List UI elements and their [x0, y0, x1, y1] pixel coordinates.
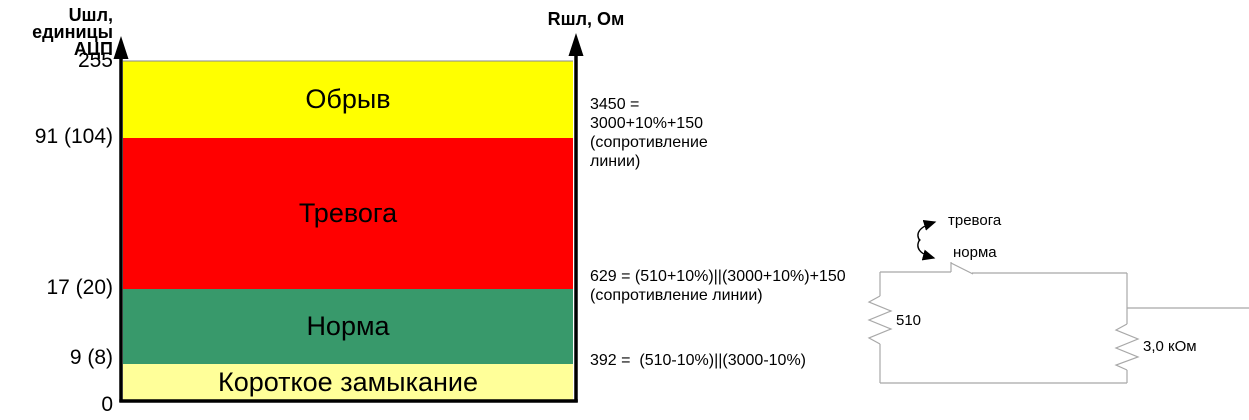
tick-91-104: 91 (104) — [34, 125, 113, 148]
zone-short-circuit-label: Короткое замыкание — [218, 366, 478, 397]
tick-255: 255 — [77, 49, 113, 72]
zone-obryv-label: Обрыв — [305, 84, 391, 114]
annotation-3450: 3450 = 3000+10%+150 (сопротивление линии… — [590, 96, 708, 170]
u-axis-arrow-icon — [113, 36, 129, 59]
tick-9-8: 9 (8) — [69, 346, 113, 369]
annotation-392: 392 = (510-10%)||(3000-10%) — [590, 352, 806, 369]
zone-trevoga-label: Тревога — [298, 198, 398, 228]
toggle-arrow-icon — [917, 219, 937, 261]
r-axis-arrow-icon — [568, 33, 584, 56]
r-axis-title: Rшл, Ом — [547, 9, 625, 29]
zone-short-circuit: Короткое замыкание — [123, 364, 573, 400]
u-axis-title: Uшл, единицы АЦП — [0, 5, 113, 59]
zone-norma: Норма — [123, 289, 573, 364]
resistor-510-icon — [867, 295, 893, 345]
switch-position-alarm-label: тревога — [948, 212, 1002, 229]
zone-norma-label: Норма — [306, 311, 390, 341]
resistor-3k-icon — [1114, 323, 1140, 371]
switch-position-normal-label: норма — [953, 244, 997, 261]
circuit-wires — [867, 262, 1249, 384]
annotation-629: 629 = (510+10%)||(3000+10%)+150 (сопроти… — [590, 268, 846, 304]
tick-0: 0 — [101, 393, 113, 416]
zone-obryv: Обрыв — [123, 61, 573, 138]
tick-17-20: 17 (20) — [46, 276, 113, 299]
u-axis-title-line2: единицы АЦП — [32, 22, 113, 59]
toggle-arrow-down-half — [917, 238, 936, 261]
resistor-510-label: 510 — [896, 312, 922, 329]
u-axis-title-line1: Uшл, — [68, 5, 113, 25]
zone-trevoga: Тревога — [123, 138, 573, 289]
toggle-arrow-up-half — [917, 219, 937, 242]
switch-blade-icon — [950, 262, 974, 275]
threshold-bar: Обрыв Тревога Норма Короткое замыкание — [123, 61, 573, 400]
resistor-3k-label: 3,0 кОм — [1143, 338, 1197, 355]
